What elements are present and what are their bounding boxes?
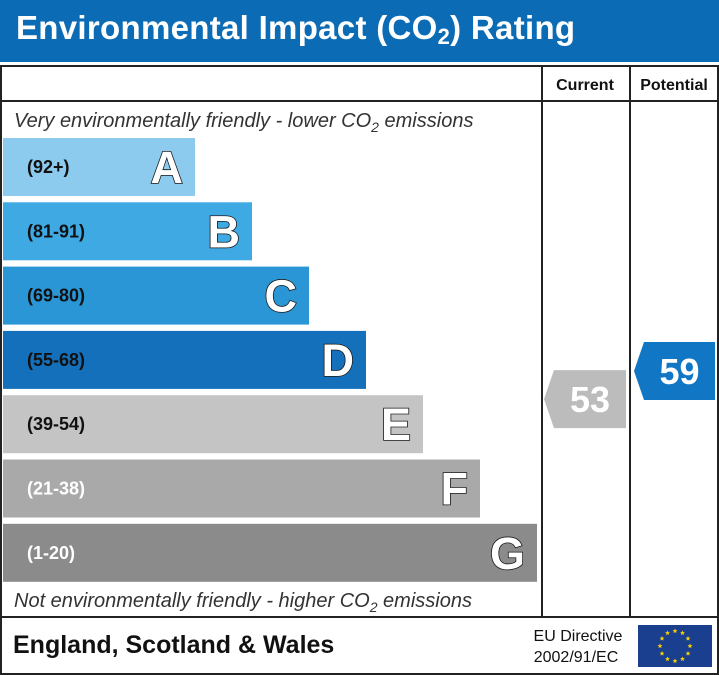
eu-star <box>680 630 685 636</box>
eu-flag-icon <box>638 625 712 667</box>
band-range-g: (1-20) <box>27 543 75 563</box>
eu-star <box>685 650 691 656</box>
eu-star <box>659 635 665 641</box>
band-f: (21-38) F <box>3 459 480 518</box>
current-rating-arrow-shape <box>544 370 626 429</box>
band-bar-c <box>3 266 309 325</box>
band-a: (92+) A <box>3 138 195 196</box>
band-range-b: (81-91) <box>27 221 85 241</box>
title-bar: Environmental Impact (CO2) Rating <box>0 0 719 62</box>
band-bar-d <box>3 330 366 389</box>
band-letter-e: E <box>381 399 411 450</box>
band-letter-d: D <box>322 335 355 386</box>
band-range-f: (21-38) <box>27 479 85 499</box>
band-letter-a: A <box>151 142 184 193</box>
eu-star <box>672 658 678 664</box>
band-c: (69-80) C <box>3 266 309 325</box>
bottom-caption: Not environmentally friendly - higher CO… <box>14 590 472 615</box>
chart-frame <box>0 65 719 675</box>
band-bar-e <box>3 395 423 454</box>
band-b: (81-91) B <box>3 202 252 261</box>
eu-star <box>659 650 665 656</box>
band-bar-g <box>3 523 537 582</box>
band-letter-f: F <box>441 464 469 515</box>
directive-line-2: 2002/91/EC <box>534 649 619 666</box>
current-rating-arrow: 53 <box>544 370 626 429</box>
eu-star <box>680 656 685 662</box>
band-d: (55-68) D <box>3 330 366 389</box>
band-e: (39-54) E <box>3 395 423 454</box>
band-range-d: (55-68) <box>27 350 85 370</box>
band-letter-g: G <box>490 528 525 579</box>
eu-star <box>657 643 663 649</box>
eu-star <box>672 628 678 634</box>
rating-bands: (92+) A (81-91) B (69-80) C (55-68) D (39-54) E (2… <box>3 138 537 582</box>
eu-star <box>665 656 670 662</box>
title-text-end: ) Rating <box>450 9 576 46</box>
potential-rating-arrow-value: 59 <box>659 351 699 392</box>
band-range-e: (39-54) <box>27 414 85 434</box>
band-bar-a <box>3 138 195 196</box>
page-title: Environmental Impact (CO2) Rating <box>16 9 575 50</box>
region-label: England, Scotland & Wales <box>13 631 334 659</box>
band-bar-b <box>3 202 252 261</box>
band-range-c: (69-80) <box>27 286 85 306</box>
current-rating-arrow-value: 53 <box>570 379 610 420</box>
eu-star <box>687 643 693 649</box>
band-letter-b: B <box>208 206 241 257</box>
band-g: (1-20) G <box>3 523 537 582</box>
current-column-header: Current <box>556 77 614 94</box>
eu-star <box>685 635 691 641</box>
title-text-main: Environmental Impact (CO <box>16 9 438 46</box>
rating-markers: 53 59 <box>544 342 715 429</box>
title-subscript: 2 <box>437 24 451 49</box>
potential-rating-arrow-shape <box>634 342 715 401</box>
potential-rating-arrow: 59 <box>634 342 715 401</box>
eu-star <box>665 630 670 636</box>
potential-column-header: Potential <box>640 77 708 94</box>
top-caption: Very environmentally friendly - lower CO… <box>14 110 473 135</box>
directive-line-1: EU Directive <box>534 628 623 645</box>
band-bar-f <box>3 459 480 518</box>
band-letter-c: C <box>265 271 298 322</box>
band-range-a: (92+) <box>27 157 70 177</box>
